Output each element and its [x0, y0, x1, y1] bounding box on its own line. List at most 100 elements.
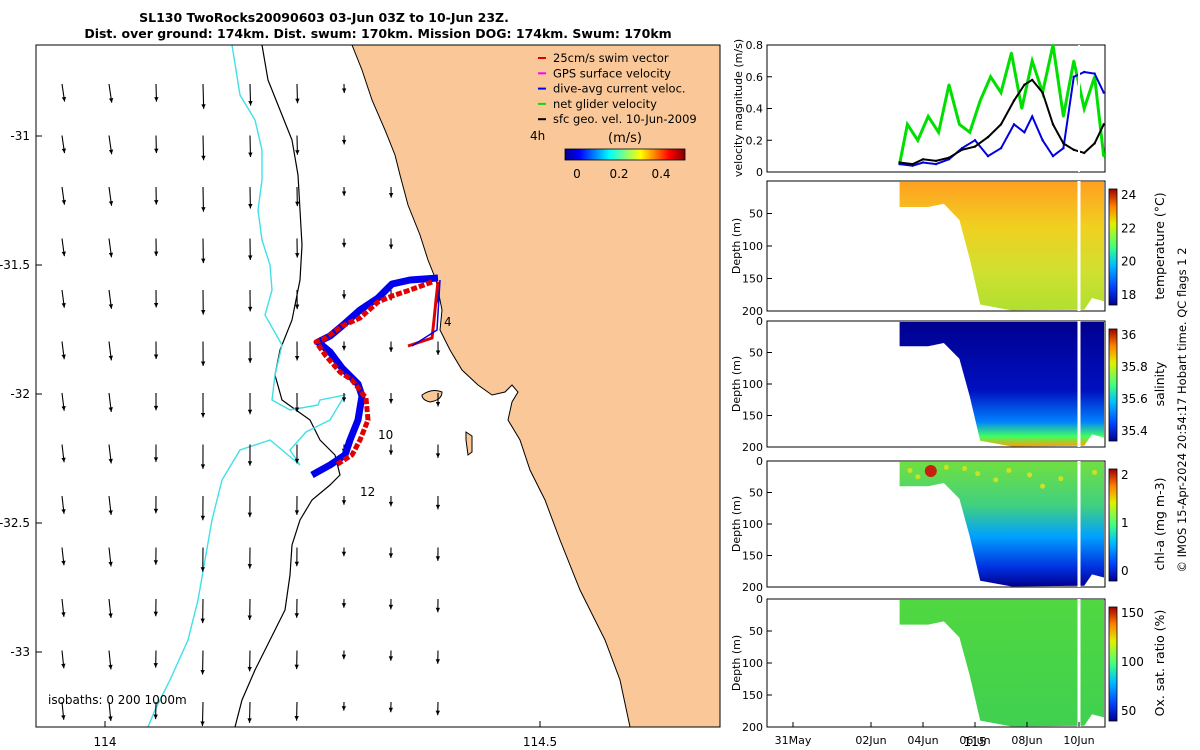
- chl-patch: [1058, 476, 1064, 482]
- velocity-point: [979, 99, 982, 102]
- depth-tick-label: 100: [742, 378, 763, 391]
- chl-patch: [975, 471, 981, 477]
- current-arrowhead: [248, 101, 253, 106]
- current-arrowhead: [201, 258, 206, 264]
- depth-tick-label: 0: [756, 315, 763, 328]
- legend-label: GPS surface velocity: [553, 66, 671, 80]
- depth-tick-label: 200: [742, 305, 763, 318]
- current-arrowhead: [247, 409, 253, 415]
- velocity-ytick-label: 0: [756, 166, 763, 179]
- current-arrowhead: [61, 302, 66, 308]
- map-ytick-label: -31: [10, 129, 30, 143]
- current-arrowhead: [61, 199, 66, 205]
- velocity-point: [1093, 142, 1096, 145]
- track-blue-tail: [411, 279, 441, 347]
- chl-patch: [1092, 469, 1098, 475]
- current-arrowhead: [341, 603, 347, 608]
- current-arrowhead: [200, 618, 205, 624]
- velocity-point: [999, 123, 1003, 126]
- current-arrowhead: [154, 251, 159, 257]
- velocity-point: [1051, 154, 1055, 158]
- section-panel: 0 50 100 150 200 Depth (m) 2 1 0 chl-a (mg m-3): [730, 455, 1167, 594]
- map-ytick-label: -32.5: [0, 516, 30, 530]
- current-arrowhead: [61, 715, 66, 720]
- velocity-point: [986, 135, 990, 139]
- current-arrowhead: [61, 612, 66, 617]
- legend-label: dive-avg current veloc.: [553, 82, 686, 96]
- current-arrowhead: [108, 664, 113, 670]
- qc-credit-label: © IMOS 15-Apr-2024 20:54:17 Hobart time.…: [1175, 247, 1189, 572]
- chl-patch: [962, 466, 968, 472]
- velocity-point: [1031, 59, 1034, 63]
- current-arrowhead: [200, 721, 205, 726]
- velocity-ytick-label: 0.2: [746, 134, 764, 147]
- velocity-series: [898, 43, 1106, 172]
- map-ytick-label: -32: [10, 387, 30, 401]
- isobath-1000m: [147, 45, 347, 727]
- velocity-ytick-label: 0.6: [746, 71, 764, 84]
- current-arrowhead: [61, 148, 67, 154]
- velocity-point: [1062, 146, 1065, 150]
- current-arrowhead: [341, 500, 347, 505]
- current-arrowhead: [294, 510, 300, 515]
- colorbar-tick-label: 50: [1121, 704, 1136, 718]
- map-ytick-label: -33: [10, 645, 30, 659]
- depth-tick-label: 50: [749, 487, 763, 500]
- velocity-point: [1102, 154, 1105, 158]
- velocity-point: [1083, 151, 1086, 155]
- velocity-point: [934, 159, 938, 163]
- velocity-panel: 0 0.2 0.4 0.6 0.8 velocity magnitude (m/s): [732, 39, 1106, 179]
- section-colorbar: [1108, 328, 1118, 442]
- current-arrowhead: [248, 255, 253, 260]
- current-arrowhead: [61, 406, 66, 411]
- chl-patch: [915, 474, 921, 480]
- current-arrowhead: [247, 666, 252, 672]
- track-label-4: 4: [444, 315, 452, 329]
- current-arrowhead: [108, 252, 114, 258]
- colorbar-tick-label: 20: [1121, 255, 1136, 269]
- current-arrowhead: [108, 304, 114, 309]
- colorbar-tick-0: 0: [573, 167, 581, 181]
- current-arrowhead: [108, 407, 113, 412]
- current-vector-field: [61, 83, 441, 726]
- colorbar-unit: (m/s): [608, 131, 642, 146]
- current-arrowhead: [248, 203, 253, 209]
- velocity-point: [1072, 59, 1076, 63]
- current-arrowhead: [341, 139, 347, 145]
- depth-tick-label: 200: [742, 581, 763, 594]
- current-arrowhead: [153, 457, 159, 462]
- time-tick-label: 10Jun: [1063, 734, 1094, 747]
- velocity-point: [1062, 115, 1065, 118]
- current-arrowhead: [435, 659, 441, 664]
- velocity-point: [1072, 148, 1076, 151]
- colorbar-tick-2: 0.4: [651, 167, 670, 181]
- current-arrowhead: [200, 515, 206, 521]
- depth-tick-label: 100: [742, 518, 763, 531]
- current-arrowhead: [435, 350, 441, 355]
- colorbar-label: temperature (°C): [1152, 192, 1167, 299]
- velocity-point: [1020, 107, 1023, 110]
- velocity-point: [1051, 123, 1055, 126]
- colorbar-tick-label: 18: [1121, 288, 1136, 302]
- current-arrowhead: [154, 200, 159, 205]
- section-colorbar: [1108, 188, 1118, 306]
- current-arrowhead: [435, 401, 441, 407]
- current-arrowhead: [201, 207, 206, 212]
- current-arrowhead: [153, 714, 158, 720]
- current-arrowhead: [108, 97, 114, 103]
- current-arrowhead: [108, 510, 113, 515]
- time-tick-label: 08Jun: [1011, 734, 1042, 747]
- map-land: [351, 45, 720, 727]
- colorbar-tick-label: 150: [1121, 606, 1144, 620]
- current-arrowhead: [294, 407, 300, 412]
- velocity-point: [973, 145, 977, 148]
- velocity-point: [973, 139, 977, 142]
- current-arrowhead: [108, 613, 113, 618]
- current-arrowhead: [388, 347, 394, 352]
- current-arrowhead: [108, 149, 114, 155]
- current-arrowhead: [153, 354, 159, 359]
- current-arrowhead: [108, 716, 113, 721]
- figure-title-line1: SL130 TwoRocks20090603 03-Jun 03Z to 10-…: [139, 10, 509, 25]
- section-field: [899, 600, 1104, 727]
